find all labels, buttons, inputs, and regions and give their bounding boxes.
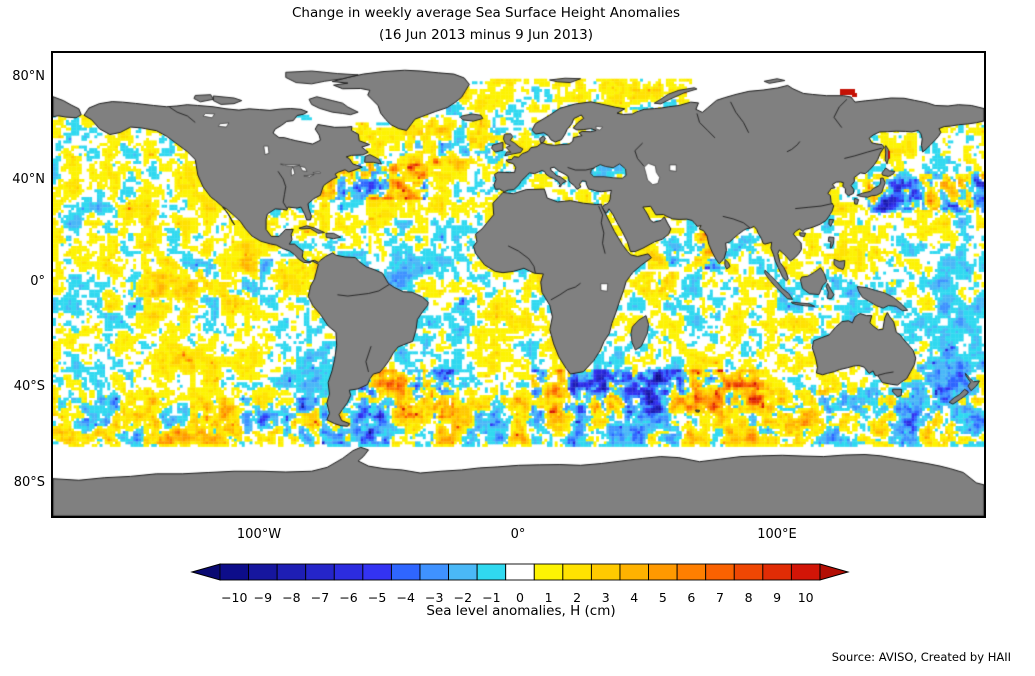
colorbar-tick-label: −2 — [454, 590, 472, 605]
colorbar-segment — [248, 563, 278, 581]
colorbar-segment — [590, 563, 621, 581]
colorbar-tick-label: 8 — [745, 590, 753, 605]
colorbar-tick-label: 2 — [573, 590, 581, 605]
colorbar-tick-label: 5 — [659, 590, 667, 605]
colorbar-segment — [676, 563, 707, 581]
colorbar-tick-label: −1 — [482, 590, 500, 605]
colorbar-tick-label: 7 — [716, 590, 724, 605]
colorbar-segment — [362, 563, 392, 581]
colorbar-tick-label: −7 — [311, 590, 329, 605]
y-tick-80s: 80°S — [13, 475, 45, 490]
colorbar-tick-label: 6 — [687, 590, 695, 605]
y-tick-40s: 40°S — [13, 379, 45, 394]
map-plot-frame — [51, 51, 986, 518]
colorbar-tick-label: −9 — [254, 590, 272, 605]
colorbar-tick-label: 10 — [798, 590, 814, 605]
colorbar-tick-label: −4 — [396, 590, 414, 605]
colorbar-segment — [790, 563, 821, 581]
y-tick-40n: 40°N — [12, 172, 45, 187]
y-tick-80n: 80°N — [12, 69, 45, 84]
colorbar-tick-label: −3 — [425, 590, 443, 605]
chart-title: Change in weekly average Sea Surface Hei… — [291, 5, 681, 21]
colorbar-segment — [448, 563, 478, 581]
colorbar-segment — [648, 563, 678, 581]
colorbar-tick-label: −5 — [368, 590, 386, 605]
x-tick-100e: 100°E — [757, 527, 797, 542]
colorbar-tick-label: 3 — [602, 590, 610, 605]
colorbar-segment — [476, 563, 507, 581]
colorbar-segment — [333, 563, 364, 581]
x-tick-0: 0° — [510, 527, 526, 542]
colorbar-right-arrow — [819, 563, 850, 581]
y-tick-0: 0° — [30, 274, 45, 289]
colorbar-tick-label: −8 — [282, 590, 300, 605]
colorbar-segment — [305, 563, 335, 581]
colorbar-segment — [419, 563, 450, 581]
world-map-canvas — [53, 53, 984, 516]
colorbar-left-arrow — [190, 563, 221, 581]
colorbar-segment — [619, 563, 650, 581]
colorbar-label: Sea level anomalies, H (cm) — [426, 603, 616, 619]
chart-subtitle: (16 Jun 2013 minus 9 Jun 2013) — [379, 27, 593, 43]
colorbar-segment — [390, 563, 421, 581]
colorbar-segment — [276, 563, 307, 581]
colorbar-segment — [733, 563, 764, 581]
colorbar-tick-label: 1 — [545, 590, 553, 605]
x-tick-100w: 100°W — [236, 527, 282, 542]
colorbar-segment — [762, 563, 792, 581]
colorbar-tick-label: −6 — [339, 590, 357, 605]
colorbar-segment — [219, 563, 250, 581]
colorbar-segment — [705, 563, 735, 581]
colorbar-tick-label: 0 — [516, 590, 524, 605]
colorbar: −10 −9 −8 −7 −6 −5 −4 −3 −2 −1 0 1 2 3 4 5 6 7 8 9 10 — [190, 563, 850, 605]
colorbar-segment — [505, 563, 535, 581]
colorbar-segment — [533, 563, 564, 581]
source-note: Source: AVISO, Created by HAII — [831, 650, 1011, 664]
colorbar-tick-label: −10 — [221, 590, 247, 605]
colorbar-tick-label: 9 — [773, 590, 781, 605]
colorbar-tick-label: 4 — [630, 590, 638, 605]
colorbar-segment — [562, 563, 592, 581]
